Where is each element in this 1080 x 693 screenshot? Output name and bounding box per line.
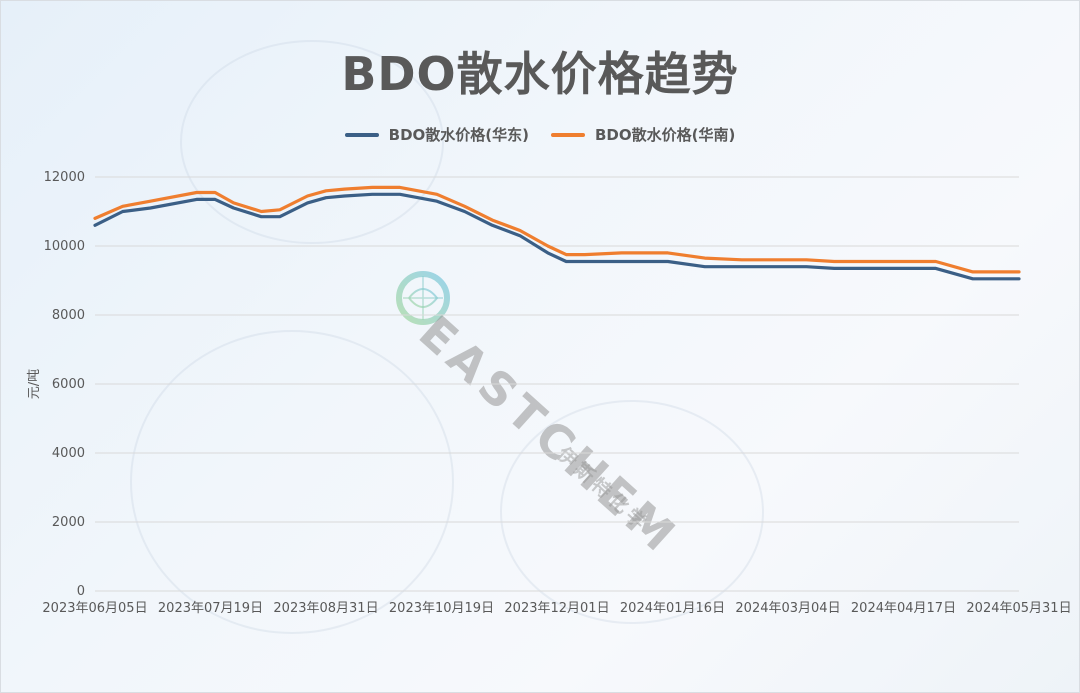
legend-label-east: BDO散水价格(华东) xyxy=(388,126,529,144)
y-tick-label: 0 xyxy=(77,584,85,599)
chart-title: BDO散水价格趋势 xyxy=(341,47,739,101)
background-decoration xyxy=(130,330,454,634)
x-tick-label: 2023年12月01日 xyxy=(504,601,609,616)
x-tick-label: 2023年06月05日 xyxy=(42,601,147,616)
legend: BDO散水价格(华东) BDO散水价格(华南) xyxy=(0,124,1080,145)
legend-label-south: BDO散水价格(华南) xyxy=(595,126,736,144)
background-decoration xyxy=(500,400,764,624)
background-decoration xyxy=(180,40,444,244)
y-tick-label: 12000 xyxy=(44,170,85,185)
legend-item-east[interactable]: BDO散水价格(华东) xyxy=(344,124,529,145)
legend-swatch-south xyxy=(551,132,585,137)
series-line-east[interactable] xyxy=(93,192,1021,281)
y-tick-label: 10000 xyxy=(44,239,85,254)
x-tick-label: 2024年05月31日 xyxy=(966,601,1071,616)
x-tick-label: 2023年10月19日 xyxy=(389,601,494,616)
y-tick-label: 8000 xyxy=(52,308,85,323)
y-tick-label: 2000 xyxy=(52,515,85,530)
x-tick-label: 2024年03月04日 xyxy=(735,601,840,616)
legend-swatch-east xyxy=(344,132,379,137)
y-tick-label: 4000 xyxy=(52,446,85,461)
series-line-south[interactable] xyxy=(93,185,1021,274)
x-tick-label: 2024年04月17日 xyxy=(851,601,956,616)
y-axis-title: 元/吨 xyxy=(27,369,42,399)
legend-item-south[interactable]: BDO散水价格(华南) xyxy=(551,124,735,145)
x-tick-label: 2023年07月19日 xyxy=(158,601,263,616)
x-tick-label: 2024年01月16日 xyxy=(620,601,725,616)
y-tick-label: 6000 xyxy=(52,377,85,392)
x-tick-label: 2023年08月31日 xyxy=(273,601,378,616)
